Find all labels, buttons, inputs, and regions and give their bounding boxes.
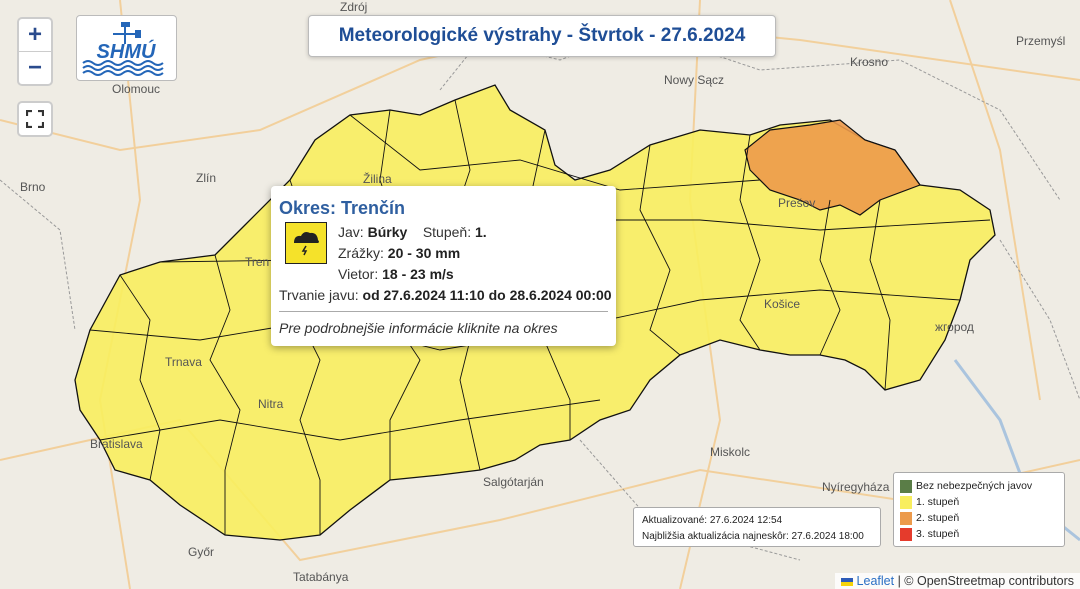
trvanie-label: Trvanie javu: [279, 287, 359, 303]
map-label: Nitra [258, 397, 284, 411]
map-label: Zdrój [340, 0, 368, 14]
stupen-label: Stupeň: [422, 224, 472, 240]
page-title: Meteorologické výstrahy - Štvrtok - 27.6… [308, 15, 776, 57]
popup-divider [279, 311, 608, 312]
fullscreen-button[interactable] [17, 101, 53, 137]
next-update-text: Najbližšia aktualizácia najneskôr: 27.6.… [642, 531, 864, 542]
trvanie-value: od 27.6.2024 11:10 do 28.6.2024 00:00 [362, 287, 612, 303]
map-label: Przemyśl [1016, 34, 1066, 48]
map-label: Salgótarján [483, 475, 544, 489]
legend-item: 1. stupeň [900, 494, 1058, 510]
map-label: Nyíregyháza [822, 480, 890, 494]
attribution: Leaflet | © OpenStreetmap contributors [835, 573, 1080, 589]
vietor-value: 18 - 23 m/s [382, 266, 454, 282]
map-label: Košice [764, 297, 801, 311]
popup-hint: Pre podrobnejšie informácie kliknite na … [279, 320, 558, 336]
map-label: Olomouc [112, 82, 161, 96]
stupen-value: 1. [474, 224, 487, 240]
map-label: Žilina [363, 172, 392, 186]
map-label: Prešov [778, 196, 816, 210]
jav-label: Jav: [338, 224, 364, 240]
fullscreen-icon [19, 103, 51, 135]
district-popup: Okres: Trenčín Jav: Búrky Stupeň: 1. Zrá… [271, 186, 616, 346]
map-label: Tatabánya [293, 570, 349, 584]
thunderstorm-icon [285, 222, 327, 264]
map-label: Brno [20, 180, 46, 194]
popup-title: Okres: Trenčín [279, 198, 406, 218]
update-info: Aktualizované: 27.6.2024 12:54 Najbližši… [633, 507, 881, 547]
legend-item: 2. stupeň [900, 510, 1058, 526]
zoom-control: + − [17, 17, 53, 86]
map-label: Miskolc [710, 445, 751, 459]
osm-attribution: | © OpenStreetmap contributors [897, 574, 1074, 588]
map-label: Nowy Sącz [664, 73, 725, 87]
map-label: Győr [188, 545, 215, 559]
jav-value: Búrky [367, 224, 408, 240]
map-label: Krosno [850, 55, 889, 69]
zoom-in-button[interactable]: + [19, 19, 51, 52]
map-label: Bratislava [90, 437, 143, 451]
ukraine-flag-icon [841, 577, 854, 586]
map-label: Zlín [196, 171, 217, 185]
map-label: Trnava [165, 355, 202, 369]
legend-item: 3. stupeň [900, 526, 1058, 542]
map-label: жгород [935, 320, 974, 334]
legend-item: Bez nebezpečných javov [900, 478, 1058, 494]
zrazky-value: 20 - 30 mm [387, 245, 461, 261]
zrazky-label: Zrážky: [338, 245, 384, 261]
svg-text:SHMÚ: SHMÚ [97, 39, 156, 63]
legend: Bez nebezpečných javov 1. stupeň 2. stup… [893, 472, 1065, 547]
zoom-out-button[interactable]: − [27, 54, 42, 81]
updated-text: Aktualizované: 27.6.2024 12:54 [642, 515, 783, 526]
vietor-label: Vietor: [338, 266, 379, 282]
shmu-logo: SHMÚ [76, 15, 177, 81]
leaflet-link[interactable]: Leaflet [856, 574, 895, 588]
map-label: Tren [245, 255, 270, 269]
